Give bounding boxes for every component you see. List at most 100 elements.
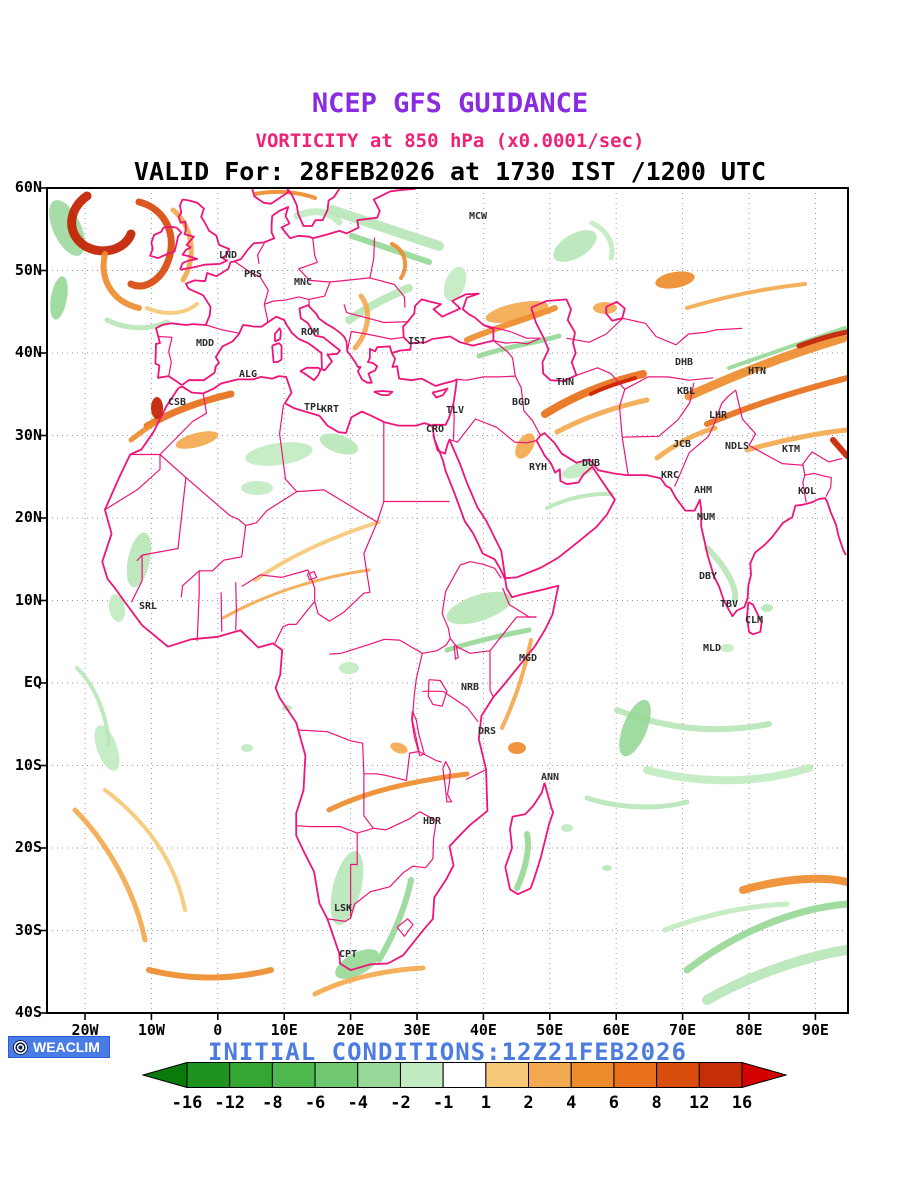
country-border: [735, 389, 843, 466]
station-label: KRT: [321, 404, 339, 415]
country-border: [158, 335, 173, 377]
weaclim-label: WEACLIM: [33, 1039, 100, 1055]
vorticity-filament: [143, 390, 235, 430]
colorbar-segment: [229, 1062, 273, 1088]
country-border: [234, 260, 269, 323]
vorticity-filament: [830, 437, 848, 459]
lon-tick-label: 10W: [137, 1021, 165, 1039]
coastline: [181, 304, 393, 386]
country-border: [456, 375, 516, 381]
country-border: [235, 582, 237, 631]
station-label: ANN: [541, 772, 559, 783]
country-border: [449, 418, 537, 444]
vorticity-filament: [662, 901, 790, 933]
lat-tick-label: 50N: [14, 260, 42, 279]
country-border: [422, 637, 491, 654]
coastline: [299, 366, 322, 382]
country-border: [514, 375, 542, 436]
country-border: [576, 367, 626, 390]
country-border: [441, 564, 461, 639]
station-label: DHB: [675, 357, 693, 368]
country-border: [274, 600, 316, 644]
lon-tick-label: 30E: [403, 1021, 431, 1039]
station-label: MLD: [703, 643, 721, 654]
station-label: ALG: [239, 369, 257, 380]
vorticity-blob: [50, 276, 68, 320]
colorbar-segment: [656, 1062, 700, 1088]
lake-outline: [306, 570, 318, 581]
station-label: NRB: [461, 682, 479, 693]
country-border: [465, 769, 487, 781]
station-label: DUB: [582, 458, 600, 469]
vorticity-blob: [245, 442, 313, 466]
lon-tick-label: 80E: [735, 1021, 763, 1039]
vorticity-blob: [339, 662, 359, 674]
country-border: [804, 472, 832, 497]
colorbar-segment: [528, 1062, 572, 1088]
vorticity-filament: [702, 945, 848, 1005]
country-border: [180, 525, 247, 598]
vorticity-blob: [561, 461, 597, 479]
station-label: KRC: [661, 470, 679, 481]
colorbar-tick-label: 1: [480, 1093, 491, 1113]
vorticity-filament: [444, 627, 532, 653]
colorbar-arrow-right: [741, 1061, 788, 1089]
station-label: KBL: [677, 386, 695, 397]
vorticity-blob: [602, 865, 612, 871]
vorticity-filament: [127, 198, 175, 290]
chart-subtitle: VORTICITY at 850 hPa (x0.0001/sec): [255, 130, 645, 152]
lat-tick-label: 20S: [14, 838, 42, 856]
coastline: [390, 292, 495, 426]
station-label: CSB: [168, 397, 186, 408]
station-label: DRS: [478, 726, 496, 737]
country-border: [130, 555, 143, 603]
colorbar-tick-label: 16: [731, 1093, 753, 1113]
country-border: [327, 833, 358, 922]
country-border: [802, 463, 807, 503]
country-border: [136, 477, 187, 562]
colorbar-tick-label: -6: [304, 1093, 326, 1113]
vorticity-blob: [390, 742, 408, 754]
station-label: PRS: [244, 269, 262, 280]
colorbar: [141, 1061, 788, 1089]
vorticity-filament: [345, 284, 413, 324]
colorbar-tick-label: -8: [262, 1093, 283, 1113]
vorticity-filament: [796, 329, 848, 349]
colorbar-tick-label: -1: [432, 1093, 454, 1113]
country-border: [624, 376, 714, 390]
station-label: MCW: [469, 211, 488, 222]
station-label: HTN: [748, 366, 766, 377]
vorticity-filament: [684, 333, 848, 401]
vorticity-filament: [500, 638, 533, 730]
vorticity-filament: [75, 666, 111, 746]
country-border: [622, 382, 695, 438]
vorticity-filament: [253, 520, 381, 582]
vorticity-blob: [515, 433, 535, 459]
country-border: [264, 296, 310, 307]
country-border: [104, 454, 161, 511]
vorticity-filament: [683, 900, 848, 974]
vorticity-blob: [126, 532, 152, 588]
lon-tick-label: 20W: [71, 1021, 99, 1039]
country-border: [385, 811, 421, 831]
colorbar-segment: [271, 1062, 316, 1088]
country-border: [329, 638, 423, 655]
station-label: MDD: [196, 338, 214, 349]
vorticity-filament: [327, 205, 444, 251]
page-title: NCEP GFS GUIDANCE: [311, 88, 589, 119]
lat-tick-label: EQ: [23, 673, 42, 691]
vorticity-filament: [514, 831, 531, 891]
vorticity-filament: [349, 233, 432, 265]
station-label: CRO: [426, 424, 444, 435]
lon-tick-label: 10E: [270, 1021, 298, 1039]
vorticity-blob: [443, 266, 467, 302]
vorticity-blob: [241, 481, 273, 495]
colorbar-segment: [186, 1062, 231, 1088]
country-border: [483, 324, 541, 339]
vorticity-blob: [175, 431, 219, 449]
station-label: TBV: [720, 599, 738, 610]
coastline: [373, 390, 394, 396]
vorticity-filament: [554, 397, 650, 435]
station-label: JCB: [673, 439, 691, 450]
